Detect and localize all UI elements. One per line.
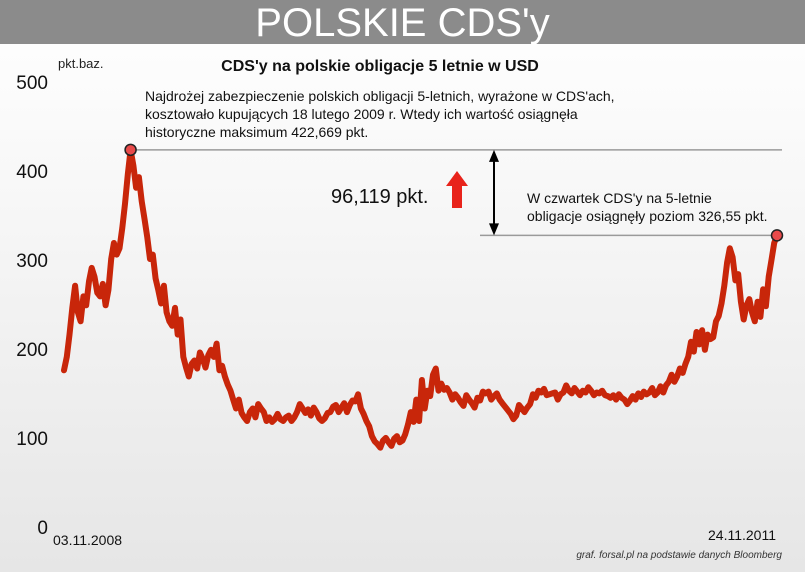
y-tick-label: 200 xyxy=(16,340,48,361)
source-note: graf. forsal.pl na podstawie danych Bloo… xyxy=(576,550,782,561)
y-tick-label: 0 xyxy=(37,518,48,539)
last-marker xyxy=(770,229,784,242)
last-annotation-line: W czwartek CDS'y na 5-letnie xyxy=(527,190,712,206)
difference-label: 96,119 pkt. xyxy=(331,186,428,208)
x-end-label: 24.11.2011 xyxy=(708,527,776,543)
red-up-arrow-icon xyxy=(446,171,468,208)
title-banner: POLSKIE CDS'y xyxy=(0,0,805,45)
chart-title: CDS'y na polskie obligacje 5 letnie w US… xyxy=(221,58,539,75)
x-start-label: 03.11.2008 xyxy=(53,532,122,548)
y-tick-label: 100 xyxy=(16,429,48,450)
y-tick-label: 500 xyxy=(16,73,48,94)
y-axis-label: pkt.baz. xyxy=(58,56,104,71)
peak-annotation-line: historyczne maksimum 422,669 pkt. xyxy=(145,124,368,140)
series-layer xyxy=(61,146,780,451)
series-line-cds xyxy=(61,146,780,451)
peak-annotation-line: kosztowało kupujących 18 lutego 2009 r. … xyxy=(145,106,578,122)
last-annotation: W czwartek CDS'y na 5-letnie obligacje o… xyxy=(527,190,768,224)
y-tick-label: 400 xyxy=(16,162,48,183)
peak-annotation: Najdrożej zabezpieczenie polskich obliga… xyxy=(145,88,618,140)
y-tick-label: 300 xyxy=(16,251,48,272)
double-arrow-icon xyxy=(489,149,499,236)
y-axis-ticks: 0 100 200 300 400 500 xyxy=(16,73,48,539)
peak-annotation-line: Najdrożej zabezpieczenie polskich obliga… xyxy=(145,88,615,104)
last-annotation-line: obligacje osiągnęły poziom 326,55 pkt. xyxy=(527,208,768,224)
banner-title: POLSKIE CDS'y xyxy=(255,1,550,45)
peak-marker xyxy=(124,143,137,157)
